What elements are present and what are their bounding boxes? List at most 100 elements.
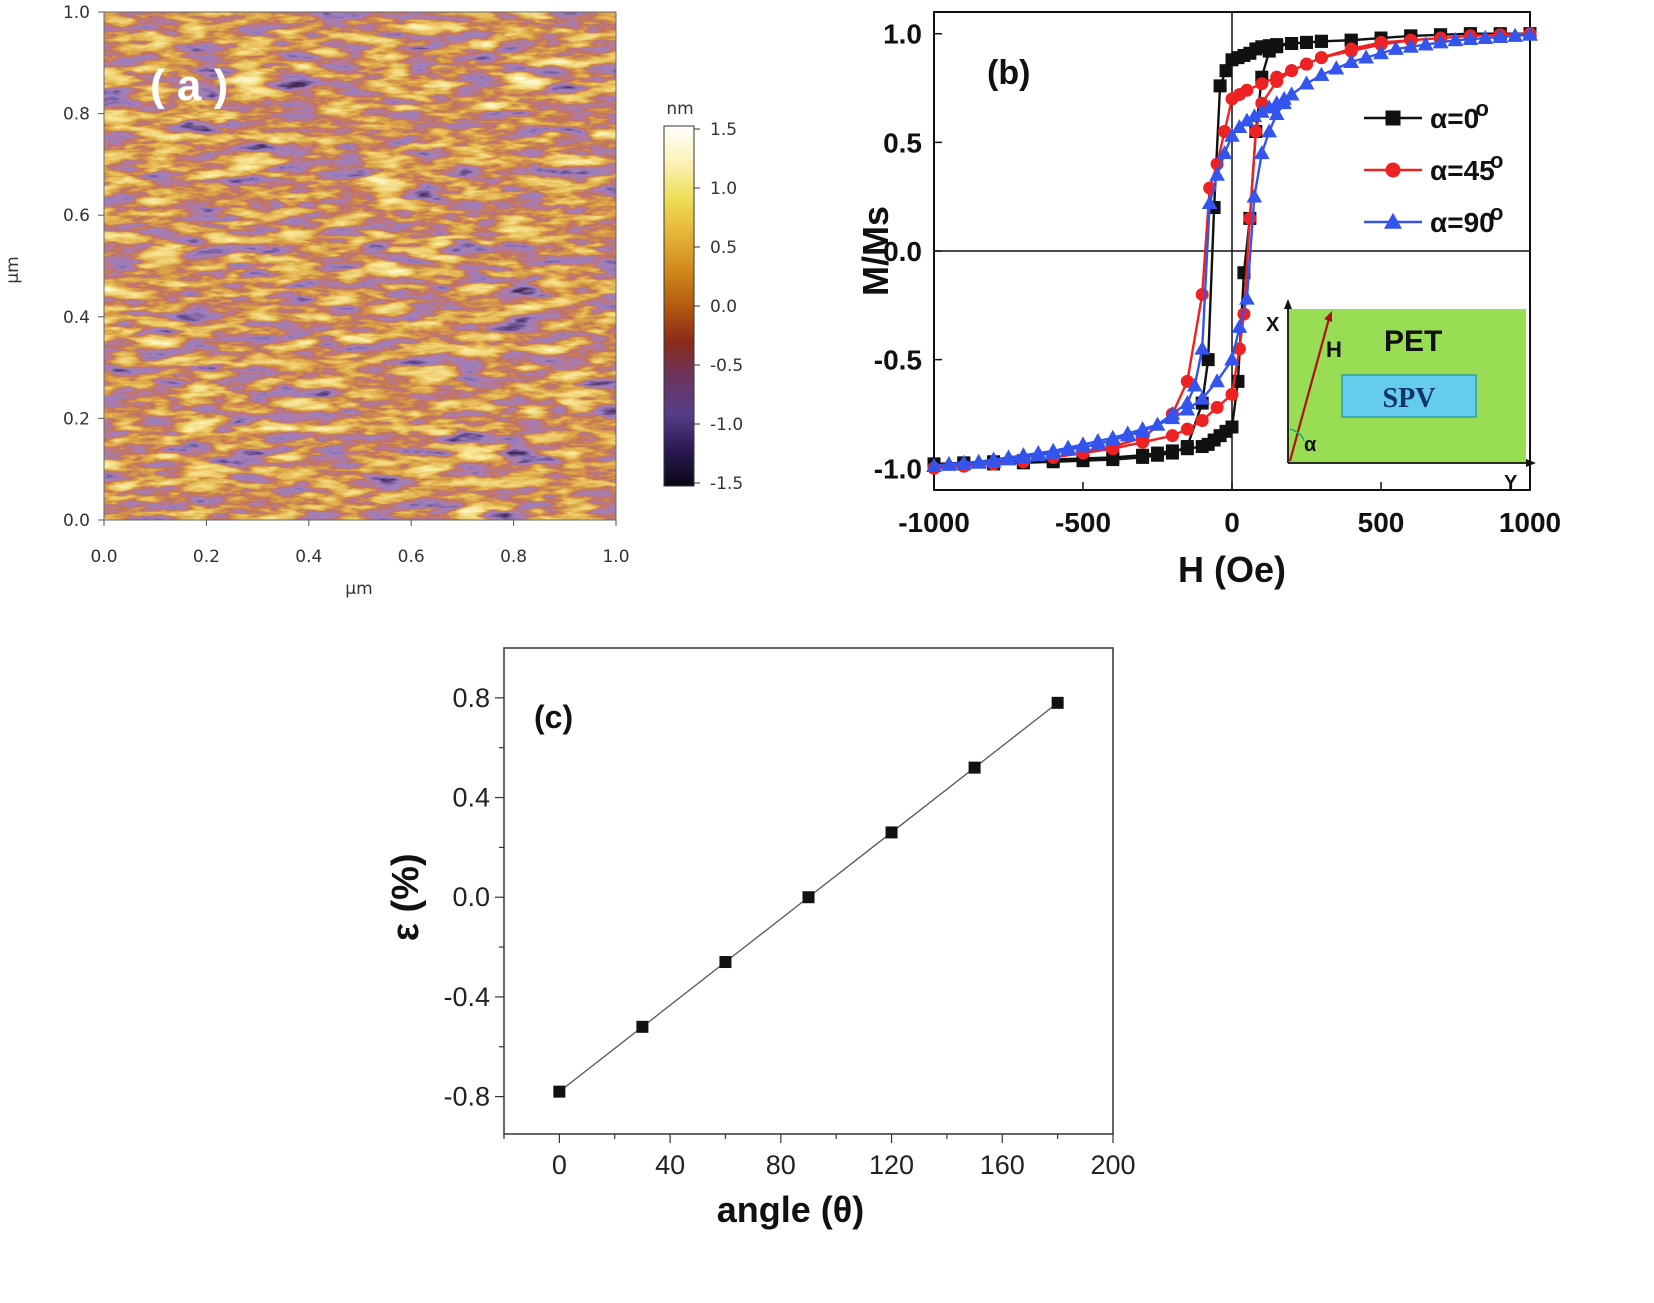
data-point bbox=[1314, 34, 1328, 48]
data-point bbox=[985, 453, 1002, 468]
data-point bbox=[1090, 436, 1106, 451]
data-point bbox=[970, 454, 987, 469]
colorbar-tick-label: 1.5 bbox=[710, 120, 737, 140]
data-point bbox=[1298, 75, 1315, 90]
x-tick-label: 0.8 bbox=[500, 547, 527, 567]
data-point bbox=[968, 761, 981, 774]
data-point bbox=[1283, 86, 1300, 101]
panel-c-label: (c) bbox=[534, 699, 573, 735]
data-point bbox=[1209, 166, 1225, 181]
data-point bbox=[1218, 125, 1232, 138]
data-point bbox=[1225, 92, 1239, 106]
data-point bbox=[553, 1085, 566, 1098]
legend-label: α=90 bbox=[1430, 207, 1495, 238]
data-point bbox=[1462, 31, 1479, 46]
data-point bbox=[1224, 127, 1240, 142]
inset-angle-label: α bbox=[1304, 434, 1317, 456]
data-point bbox=[1105, 431, 1121, 446]
y-tick-label: 0.0 bbox=[883, 236, 922, 267]
colorbar-unit: nm bbox=[666, 99, 693, 119]
data-point bbox=[1388, 40, 1404, 55]
inset-field-arrowhead bbox=[1324, 311, 1332, 322]
data-point bbox=[1374, 35, 1388, 49]
afm-panel-a: ( a ) 0.0 0.2 0.4 0.6 0.8 1.0 0.0 0.2 0.4 0.6 0.8 1.… bbox=[3, 3, 743, 599]
inset-field-arrow bbox=[1288, 314, 1332, 462]
data-point bbox=[1344, 42, 1358, 56]
data-point bbox=[1015, 449, 1032, 464]
x-tick-label: -500 bbox=[1055, 507, 1111, 538]
data-point bbox=[1051, 696, 1064, 709]
data-point bbox=[1343, 53, 1359, 68]
data-point bbox=[1432, 34, 1449, 49]
data-point bbox=[1276, 90, 1292, 105]
colorbar bbox=[663, 125, 695, 487]
data-point bbox=[1136, 450, 1150, 464]
data-point bbox=[1151, 448, 1164, 462]
data-point bbox=[1134, 423, 1151, 438]
data-point bbox=[1417, 36, 1434, 51]
y-tick-label: 0.4 bbox=[452, 783, 490, 813]
x-tick-label: 0.0 bbox=[90, 547, 117, 567]
inset-y-arrowhead bbox=[1526, 459, 1536, 467]
data-point bbox=[1358, 49, 1374, 64]
inset-spv-label: SPV bbox=[1383, 383, 1436, 414]
inset-field-label: H bbox=[1326, 337, 1342, 362]
y-tick-label: 1.0 bbox=[63, 3, 90, 23]
y-tick-label: -0.8 bbox=[443, 1082, 490, 1112]
data-point bbox=[1231, 318, 1248, 333]
hysteresis-panel-b: -1000 -500 0 500 1000 1.0 0.5 0.0 -0.5 -1.0 H (Oe)… bbox=[855, 11, 1561, 590]
data-point bbox=[1477, 30, 1494, 44]
series-2 bbox=[926, 26, 1538, 472]
data-point bbox=[1507, 27, 1523, 42]
legend-marker bbox=[1384, 212, 1402, 229]
data-point bbox=[1254, 145, 1270, 160]
plot-frame bbox=[503, 647, 1114, 1135]
data-point bbox=[1179, 395, 1196, 409]
y-tick-label: 0.0 bbox=[63, 511, 90, 531]
legend-label: α=45 bbox=[1430, 155, 1495, 186]
x-axis-label: μm bbox=[345, 579, 372, 599]
legend-degree: o bbox=[1490, 200, 1503, 225]
y-tick-label: 1.0 bbox=[883, 19, 922, 50]
data-point bbox=[1261, 123, 1278, 138]
afm-heatmap-texture bbox=[104, 12, 616, 520]
data-point bbox=[802, 891, 815, 904]
data-point bbox=[1149, 416, 1166, 431]
data-point bbox=[1186, 377, 1203, 392]
x-tick-label: 0.2 bbox=[193, 547, 220, 567]
data-point bbox=[1195, 413, 1209, 427]
data-point bbox=[1164, 405, 1181, 420]
data-point bbox=[1314, 51, 1328, 65]
data-point bbox=[1243, 211, 1257, 225]
data-point bbox=[1209, 373, 1225, 388]
x-tick-label: 0.4 bbox=[295, 547, 322, 567]
y-tick-label: 0.8 bbox=[63, 105, 90, 125]
data-point bbox=[1313, 66, 1330, 81]
x-tick-label: 1000 bbox=[1499, 507, 1561, 538]
colorbar-tick-label: -1.0 bbox=[710, 415, 743, 435]
data-point bbox=[1119, 427, 1136, 442]
data-point bbox=[1268, 95, 1285, 110]
data-point bbox=[1213, 79, 1227, 93]
y-axis-label: M/Ms bbox=[855, 206, 896, 296]
y-tick-label: 0.0 bbox=[452, 882, 490, 912]
data-point bbox=[1373, 45, 1389, 60]
data-point bbox=[1165, 446, 1179, 460]
data-point bbox=[1180, 422, 1194, 436]
inset-x-arrowhead bbox=[1284, 299, 1292, 309]
data-point bbox=[636, 1020, 649, 1033]
inset-angle-arc bbox=[1289, 428, 1305, 442]
data-point bbox=[1249, 125, 1263, 138]
colorbar-tick-label: 0.0 bbox=[710, 297, 737, 317]
x-tick-label: 160 bbox=[980, 1150, 1025, 1180]
colorbar-tick-label: -1.5 bbox=[710, 474, 743, 494]
data-point bbox=[1239, 112, 1255, 127]
x-tick-label: 80 bbox=[766, 1150, 796, 1180]
data-point bbox=[1195, 287, 1209, 301]
y-axis-label: ε (%) bbox=[385, 853, 427, 941]
data-point bbox=[1231, 119, 1248, 134]
panel-a-label: ( a ) bbox=[150, 61, 228, 110]
x-tick-label: 1.0 bbox=[602, 547, 629, 567]
x-axis-label: angle (θ) bbox=[717, 1189, 864, 1230]
data-point bbox=[926, 458, 942, 472]
